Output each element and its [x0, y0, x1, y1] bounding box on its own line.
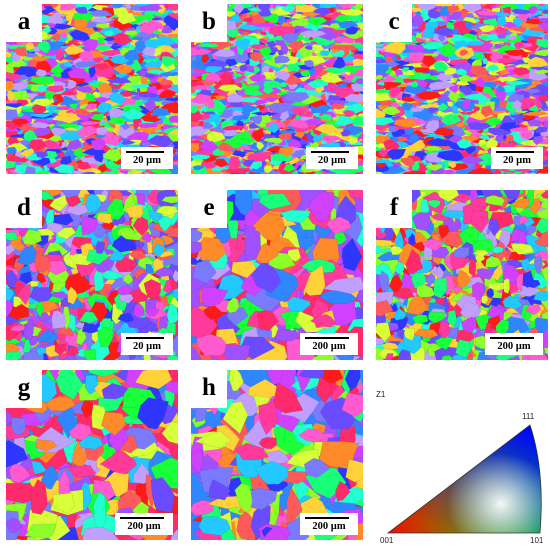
panel-label: b — [191, 4, 227, 42]
panel-label: h — [191, 370, 227, 408]
scale-bar: 20 µm — [491, 147, 543, 169]
ipf-corner-111: 111 — [522, 412, 535, 421]
scale-bar: 20 µm — [121, 333, 173, 355]
scale-bar: 200 µm — [485, 333, 543, 355]
ebsd-map-b: b 20 µm — [191, 4, 363, 174]
ebsd-map-image — [191, 190, 363, 360]
scale-bar: 200 µm — [300, 513, 358, 535]
ipf-axis-label: Z1 — [376, 390, 386, 399]
ebsd-map-image — [6, 370, 178, 540]
ipf-corner-001: 001 — [380, 536, 394, 545]
panel-label: g — [6, 370, 42, 408]
ebsd-map-image — [6, 190, 178, 360]
ebsd-map-f: f 200 µm — [376, 190, 548, 360]
ipf-color-key: Z1 001 101 111 — [376, 390, 548, 548]
ebsd-map-e: e 200 µm — [191, 190, 363, 360]
ebsd-map-d: d 20 µm — [6, 190, 178, 360]
ebsd-map-image — [376, 190, 548, 360]
ebsd-map-g: g 200 µm — [6, 370, 178, 540]
ebsd-map-a: a 20 µm — [6, 4, 178, 174]
panel-label: a — [6, 4, 42, 42]
scale-bar: 20 µm — [121, 147, 173, 169]
panel-label: f — [376, 190, 412, 228]
panel-label: e — [191, 190, 227, 228]
scale-bar: 200 µm — [300, 333, 358, 355]
scale-bar: 200 µm — [115, 513, 173, 535]
panel-label: d — [6, 190, 42, 228]
panel-label: c — [376, 4, 412, 42]
ebsd-map-h: h 200 µm — [191, 370, 363, 540]
ebsd-map-c: c 20 µm — [376, 4, 548, 174]
scale-bar: 20 µm — [306, 147, 358, 169]
ebsd-map-image — [376, 4, 548, 174]
ipf-corner-101: 101 — [530, 536, 544, 545]
ipf-triangle-image — [386, 424, 542, 534]
ebsd-map-image — [6, 4, 178, 174]
